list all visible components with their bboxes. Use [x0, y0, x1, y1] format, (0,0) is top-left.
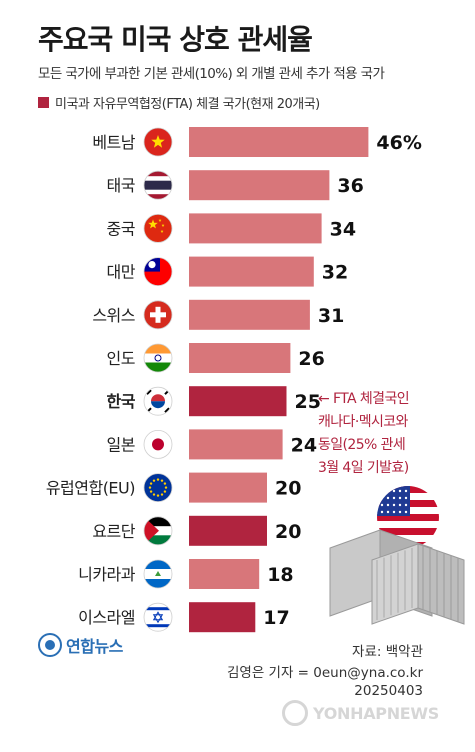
value-label: 18: [267, 564, 293, 586]
watermark-logo-icon: [282, 700, 308, 726]
bar-row: 니카라과 18: [78, 559, 294, 589]
shipping-container-icon: [329, 529, 465, 625]
category-label: 베트남: [92, 133, 135, 152]
watermark: YONHAPNEWS: [282, 700, 439, 726]
bar-row: 이스라엘 17: [78, 602, 290, 633]
credit-author: 김영은 기자 = 0eun@yna.co.kr: [226, 665, 423, 681]
trade-illustration: [329, 486, 465, 625]
legend-swatch: [38, 97, 49, 108]
value-label: 20: [275, 521, 301, 543]
source-text: 자료: 백악관: [352, 644, 423, 660]
bar-row: 중국 34: [107, 213, 356, 244]
bar: [189, 299, 310, 330]
category-label: 태국: [107, 176, 135, 195]
bar-row: 한국 25: [107, 386, 321, 417]
bar: [189, 343, 291, 373]
switzerland-flag-icon: [143, 300, 173, 330]
jordan-flag-icon: [143, 516, 173, 546]
legend: 미국과 자유무역협정(FTA) 체결 국가(현재 20개국): [38, 93, 320, 112]
bar: [189, 472, 267, 503]
category-label: 유럽연합(EU): [46, 479, 135, 498]
annotation-line: ← FTA 체결국인: [318, 391, 410, 407]
bar: [189, 256, 314, 287]
credit-date: 20250403: [354, 683, 423, 699]
page-title: 주요국 미국 상호 관세율: [38, 23, 313, 56]
yonhap-logo: 연합뉴스: [38, 633, 123, 657]
bar-row: 스위스 31: [92, 299, 344, 330]
value-label: 17: [263, 607, 289, 629]
bar-row: 태국 36: [107, 170, 364, 201]
india-flag-icon: [143, 343, 173, 373]
thailand-flag-icon: [143, 170, 173, 200]
chart-subtitle: 모든 국가에 부과한 기본 관세(10%) 외 개별 관세 추가 적용 국가: [38, 66, 385, 82]
eu-flag-icon: [143, 473, 173, 503]
bar: [189, 170, 330, 201]
taiwan-flag-icon: [143, 257, 173, 287]
value-label: 24: [291, 434, 317, 456]
value-label: 36: [337, 175, 363, 197]
bar: [189, 602, 256, 633]
china-flag-icon: [143, 213, 173, 243]
bar-row: 유럽연합(EU) 20: [46, 472, 301, 503]
category-label: 대만: [107, 263, 136, 282]
bar-row: 인도 26: [107, 343, 325, 373]
yonhap-logo-icon: [38, 633, 62, 657]
annotation-line: 동일(25% 관세: [318, 437, 406, 453]
credit-text: 김영은 기자 = 0eun@yna.co.kr 20250403: [227, 664, 423, 700]
value-label: 34: [330, 218, 356, 240]
bar-row: 베트남 46%: [92, 127, 422, 157]
category-label: 인도: [107, 349, 135, 368]
bar: [189, 213, 322, 244]
vietnam-flag-icon: [143, 127, 173, 157]
value-label: 31: [318, 305, 344, 327]
korea-annotation: ← FTA 체결국인 캐나다·멕시코와 동일(25% 관세 3월 4일 기발효): [318, 388, 468, 480]
south-korea-flag-icon: [143, 386, 173, 416]
legend-label: 미국과 자유무역협정(FTA) 체결 국가(현재 20개국): [55, 97, 320, 112]
japan-flag-icon: [143, 429, 173, 459]
bar-row: 일본 24: [107, 429, 317, 460]
bar-row: 요르단 20: [92, 515, 301, 546]
category-label: 니카라과: [78, 565, 136, 584]
value-label: 25: [295, 391, 321, 413]
category-label: 일본: [107, 435, 135, 454]
logo-text: 연합뉴스: [66, 637, 123, 656]
bar: [189, 127, 369, 157]
bar: [189, 429, 283, 460]
israel-flag-icon: [143, 602, 173, 632]
watermark-text: YONHAPNEWS: [313, 703, 440, 723]
bar: [189, 386, 287, 417]
value-label: 46%: [376, 132, 421, 154]
value-label: 20: [275, 478, 301, 500]
annotation-line: 캐나다·멕시코와: [318, 414, 408, 430]
bar: [189, 559, 260, 589]
category-label: 중국: [107, 219, 135, 238]
bar-row: 대만 32: [107, 256, 348, 287]
category-label: 한국: [107, 392, 136, 411]
value-label: 26: [298, 348, 324, 370]
category-label: 요르단: [92, 522, 135, 541]
value-label: 32: [322, 262, 348, 284]
category-label: 이스라엘: [78, 608, 135, 627]
bar: [189, 515, 267, 546]
nicaragua-flag-icon: [143, 559, 173, 589]
annotation-line: 3월 4일 기발효): [318, 460, 409, 476]
category-label: 스위스: [92, 306, 135, 325]
